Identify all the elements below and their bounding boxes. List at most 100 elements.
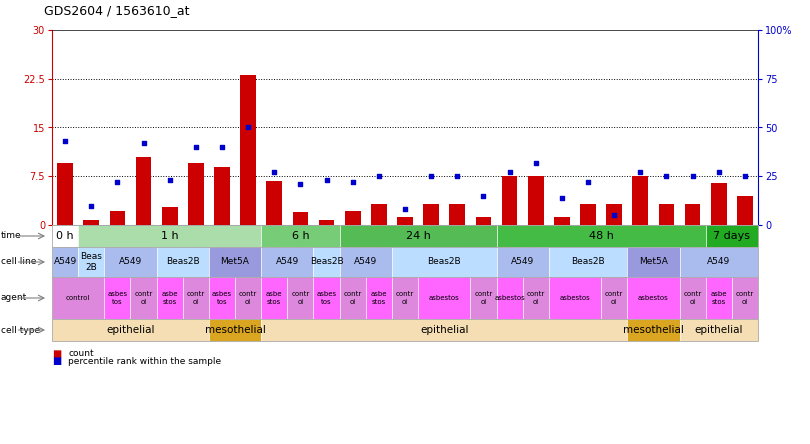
Point bbox=[163, 177, 176, 184]
Bar bbox=[241, 75, 256, 225]
Text: A549: A549 bbox=[707, 258, 731, 266]
Text: epithelial: epithelial bbox=[420, 325, 468, 335]
Point bbox=[241, 124, 254, 131]
Text: contr
ol: contr ol bbox=[186, 292, 205, 305]
Bar bbox=[659, 204, 675, 225]
Point bbox=[85, 202, 98, 209]
Bar bbox=[162, 207, 177, 225]
Text: 7 days: 7 days bbox=[714, 231, 750, 241]
Bar bbox=[475, 217, 492, 225]
Bar bbox=[266, 181, 282, 225]
Text: contr
ol: contr ol bbox=[735, 292, 754, 305]
Bar bbox=[214, 166, 230, 225]
Point bbox=[503, 169, 516, 176]
Text: asbe
stos: asbe stos bbox=[266, 292, 283, 305]
Text: asbestos: asbestos bbox=[638, 295, 669, 301]
Text: 48 h: 48 h bbox=[589, 231, 613, 241]
Text: percentile rank within the sample: percentile rank within the sample bbox=[68, 357, 221, 366]
Point bbox=[399, 206, 411, 213]
Bar bbox=[58, 163, 73, 225]
Text: Beas2B: Beas2B bbox=[309, 258, 343, 266]
Bar bbox=[607, 204, 622, 225]
Point bbox=[634, 169, 647, 176]
Point bbox=[137, 139, 150, 147]
Text: contr
ol: contr ol bbox=[343, 292, 362, 305]
Point bbox=[111, 178, 124, 186]
Text: time: time bbox=[1, 231, 21, 241]
Text: asbestos: asbestos bbox=[494, 295, 525, 301]
Text: contr
ol: contr ol bbox=[684, 292, 701, 305]
Text: asbe
stos: asbe stos bbox=[371, 292, 387, 305]
Point bbox=[294, 181, 307, 188]
Text: control: control bbox=[66, 295, 91, 301]
Text: asbestos: asbestos bbox=[560, 295, 590, 301]
Bar bbox=[109, 211, 126, 225]
Bar bbox=[371, 204, 386, 225]
Point bbox=[190, 143, 202, 151]
Bar bbox=[83, 220, 99, 225]
Point bbox=[739, 173, 752, 180]
Bar bbox=[633, 176, 648, 225]
Bar bbox=[528, 176, 544, 225]
Text: contr
ol: contr ol bbox=[475, 292, 492, 305]
Text: asbes
tos: asbes tos bbox=[212, 292, 232, 305]
Point bbox=[451, 173, 464, 180]
Text: count: count bbox=[68, 349, 94, 358]
Bar bbox=[554, 217, 569, 225]
Text: 0 h: 0 h bbox=[56, 231, 74, 241]
Point bbox=[424, 173, 437, 180]
Text: A549: A549 bbox=[275, 258, 299, 266]
Point bbox=[373, 173, 386, 180]
Point bbox=[320, 177, 333, 184]
Text: GDS2604 / 1563610_at: GDS2604 / 1563610_at bbox=[44, 4, 190, 17]
Point bbox=[686, 173, 699, 180]
Point bbox=[582, 178, 595, 186]
Text: asbe
stos: asbe stos bbox=[710, 292, 727, 305]
Bar bbox=[135, 157, 151, 225]
Text: mesothelial: mesothelial bbox=[623, 325, 684, 335]
Bar bbox=[711, 183, 727, 225]
Bar bbox=[292, 212, 309, 225]
Point bbox=[215, 143, 228, 151]
Text: contr
ol: contr ol bbox=[239, 292, 258, 305]
Text: A549: A549 bbox=[119, 258, 142, 266]
Text: agent: agent bbox=[1, 293, 27, 302]
Text: contr
ol: contr ol bbox=[526, 292, 545, 305]
Point bbox=[608, 212, 620, 219]
Bar bbox=[450, 204, 465, 225]
Point bbox=[529, 159, 542, 166]
Bar bbox=[424, 204, 439, 225]
Text: epithelial: epithelial bbox=[106, 325, 155, 335]
Text: cell type: cell type bbox=[1, 325, 40, 334]
Bar bbox=[737, 196, 752, 225]
Text: ■: ■ bbox=[52, 349, 62, 359]
Point bbox=[268, 169, 281, 176]
Bar bbox=[345, 211, 360, 225]
Text: epithelial: epithelial bbox=[694, 325, 743, 335]
Text: contr
ol: contr ol bbox=[292, 292, 309, 305]
Text: asbe
stos: asbe stos bbox=[161, 292, 178, 305]
Text: contr
ol: contr ol bbox=[605, 292, 624, 305]
Text: A549: A549 bbox=[511, 258, 535, 266]
Text: A549: A549 bbox=[53, 258, 77, 266]
Bar bbox=[318, 220, 335, 225]
Text: Beas2B: Beas2B bbox=[571, 258, 605, 266]
Text: Met5A: Met5A bbox=[639, 258, 667, 266]
Bar bbox=[397, 217, 413, 225]
Bar bbox=[684, 204, 701, 225]
Text: Met5A: Met5A bbox=[220, 258, 249, 266]
Point bbox=[660, 173, 673, 180]
Text: asbes
tos: asbes tos bbox=[107, 292, 127, 305]
Text: asbes
tos: asbes tos bbox=[317, 292, 337, 305]
Bar bbox=[501, 176, 518, 225]
Text: ■: ■ bbox=[52, 357, 62, 366]
Text: Beas2B: Beas2B bbox=[166, 258, 199, 266]
Text: cell line: cell line bbox=[1, 258, 36, 266]
Text: Beas
2B: Beas 2B bbox=[80, 252, 102, 272]
Point bbox=[712, 169, 725, 176]
Bar bbox=[580, 204, 596, 225]
Text: A549: A549 bbox=[354, 258, 377, 266]
Text: contr
ol: contr ol bbox=[134, 292, 152, 305]
Bar bbox=[188, 163, 203, 225]
Point bbox=[556, 194, 569, 201]
